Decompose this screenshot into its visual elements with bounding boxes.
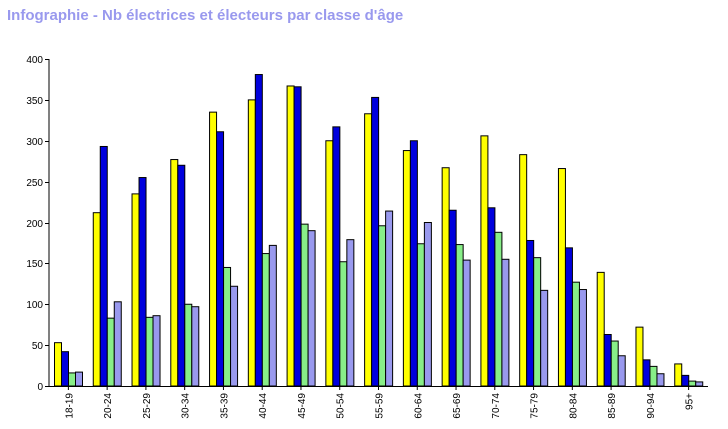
y-tick-label: 250 bbox=[26, 178, 43, 189]
bar bbox=[610, 340, 619, 387]
bar bbox=[519, 154, 528, 387]
bar bbox=[293, 86, 302, 387]
bar bbox=[268, 244, 277, 387]
x-tick-label: 65-69 bbox=[452, 393, 463, 419]
y-tick-label: 100 bbox=[26, 300, 43, 311]
bar bbox=[681, 374, 690, 387]
x-tick-label: 75-79 bbox=[530, 393, 541, 419]
bar bbox=[247, 99, 256, 387]
y-tick-label: 350 bbox=[26, 96, 43, 107]
x-tick-label: 35-39 bbox=[219, 393, 230, 419]
bar bbox=[441, 167, 450, 387]
bar bbox=[61, 351, 69, 387]
x-tick-label: 18-19 bbox=[64, 393, 75, 419]
bar bbox=[92, 212, 101, 387]
bar bbox=[261, 253, 270, 387]
bar bbox=[642, 359, 651, 387]
bar bbox=[533, 257, 542, 387]
bars bbox=[54, 74, 704, 387]
bar bbox=[409, 140, 418, 387]
bar bbox=[223, 266, 232, 387]
x-tick-label: 70-74 bbox=[491, 393, 502, 419]
bar bbox=[656, 373, 665, 387]
bar bbox=[131, 193, 140, 387]
x-tick-label: 85-89 bbox=[607, 393, 618, 419]
bar bbox=[571, 281, 580, 387]
bar bbox=[300, 223, 309, 387]
bar bbox=[54, 342, 62, 387]
x-tick-label: 20-24 bbox=[103, 393, 114, 419]
bar bbox=[501, 258, 510, 387]
bar bbox=[364, 113, 373, 387]
x-tick-label: 50-54 bbox=[336, 393, 347, 419]
bar bbox=[346, 239, 355, 387]
x-tick-label: 45-49 bbox=[297, 393, 308, 419]
bar bbox=[378, 225, 387, 387]
bar bbox=[617, 355, 626, 387]
y-axis: 0 50 100 150 200 250 300 350 400 bbox=[26, 55, 50, 393]
x-tick-label: 55-59 bbox=[375, 393, 386, 419]
bar bbox=[480, 135, 489, 387]
bar bbox=[177, 164, 186, 387]
bar bbox=[371, 96, 380, 387]
chart-title: Infographie - Nb électrices et électeurs… bbox=[7, 7, 404, 24]
bar bbox=[230, 285, 239, 387]
y-tick-label: 300 bbox=[26, 137, 43, 148]
bar bbox=[416, 243, 425, 387]
x-tick-label: 90-94 bbox=[646, 393, 657, 419]
bar bbox=[540, 289, 549, 387]
y-tick-label: 50 bbox=[32, 341, 44, 352]
y-tick-label: 200 bbox=[26, 219, 43, 230]
bar bbox=[578, 289, 587, 387]
bar bbox=[332, 126, 341, 387]
bar bbox=[75, 371, 83, 387]
bar bbox=[325, 140, 334, 387]
bar bbox=[216, 131, 225, 387]
bar bbox=[209, 111, 218, 387]
bar bbox=[462, 259, 471, 387]
bar bbox=[106, 317, 115, 387]
bar bbox=[191, 306, 200, 387]
bar bbox=[307, 230, 316, 387]
bar bbox=[603, 333, 612, 387]
x-tick-label: 60-64 bbox=[413, 393, 424, 419]
y-tick-label: 0 bbox=[37, 382, 43, 393]
bar bbox=[674, 363, 683, 387]
bar bbox=[557, 168, 566, 387]
bar bbox=[152, 315, 161, 387]
bar bbox=[68, 372, 76, 387]
bar bbox=[688, 380, 697, 387]
x-axis: 18-19 20-24 25-29 30-34 35-39 40-44 45-49 50-54… bbox=[49, 386, 708, 419]
bar bbox=[526, 239, 535, 387]
bar bbox=[448, 209, 457, 387]
bar bbox=[564, 247, 573, 387]
bar bbox=[487, 207, 496, 387]
bar bbox=[254, 74, 263, 387]
bar bbox=[695, 381, 704, 387]
bar bbox=[184, 303, 193, 387]
x-tick-label: 25-29 bbox=[142, 393, 153, 419]
bar bbox=[286, 85, 295, 387]
bar bbox=[385, 210, 394, 387]
x-tick-label: 80-84 bbox=[568, 393, 579, 419]
bar bbox=[402, 150, 411, 387]
bar bbox=[596, 271, 605, 387]
bar bbox=[170, 159, 179, 387]
bar bbox=[145, 316, 154, 387]
bar bbox=[649, 365, 658, 387]
bar bbox=[455, 244, 464, 387]
y-tick-label: 400 bbox=[26, 55, 43, 66]
x-tick-label: 40-44 bbox=[258, 393, 269, 419]
x-tick-label: 30-34 bbox=[181, 393, 192, 419]
bar bbox=[113, 301, 122, 387]
bar bbox=[138, 177, 147, 387]
bar bbox=[99, 145, 108, 387]
bar bbox=[339, 261, 348, 387]
bar bbox=[423, 222, 432, 387]
bar bbox=[494, 231, 503, 387]
x-tick-label: 95+ bbox=[685, 393, 696, 410]
y-tick-label: 150 bbox=[26, 259, 43, 270]
bar bbox=[635, 326, 644, 387]
